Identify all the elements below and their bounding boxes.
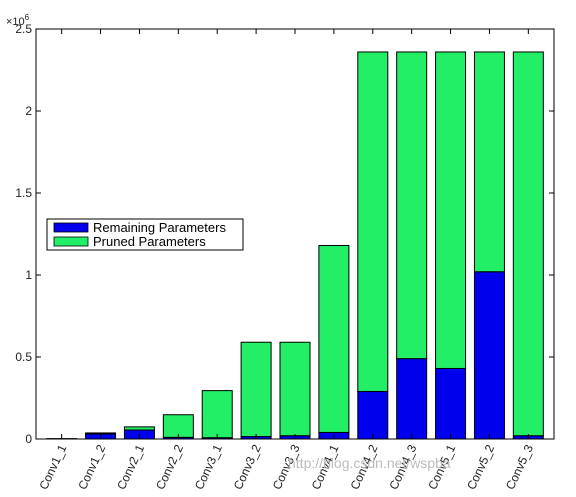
- bar-pruned-conv2_2: [162, 414, 194, 438]
- x-tick-label: Conv2_2: [153, 442, 186, 492]
- x-tick-label: Conv2_1: [114, 442, 147, 492]
- bar-pruned-conv3_1: [201, 390, 233, 439]
- y-exponent-label: ×106: [6, 13, 30, 28]
- bar-remaining-conv5_2: [473, 271, 505, 440]
- bar-pruned-conv2_1: [123, 426, 155, 431]
- legend: Remaining Parameters Pruned Parameters: [46, 218, 244, 251]
- bar-remaining-conv4_2: [357, 390, 389, 440]
- y-tick-label: 1: [25, 268, 32, 282]
- y-tick-label: 0.5: [15, 350, 32, 364]
- x-tick-label: Conv5_3: [503, 442, 536, 492]
- bar-pruned-conv4_3: [396, 51, 428, 360]
- bar-pruned-conv5_1: [435, 51, 467, 369]
- bar-pruned-conv4_2: [357, 51, 389, 392]
- y-axis: 0 0.5 1 1.5 2 2.5: [15, 22, 554, 446]
- bar-pruned-conv3_3: [279, 341, 311, 437]
- x-tick-label: Conv1_1: [36, 442, 69, 492]
- bars-group: [46, 51, 544, 440]
- bar-pruned-conv5_2: [473, 51, 505, 273]
- legend-swatch-remaining: [53, 222, 89, 233]
- x-tick-label: Conv3_2: [231, 442, 264, 492]
- bar-remaining-conv4_3: [396, 358, 428, 440]
- legend-swatch-pruned: [53, 236, 89, 247]
- bar-pruned-conv4_1: [318, 244, 350, 433]
- bar-pruned-conv1_2: [85, 432, 117, 435]
- watermark: http://blog.csdn.net/wspba: [288, 455, 451, 471]
- bar-pruned-conv3_2: [240, 341, 272, 438]
- bar-pruned-conv5_3: [512, 51, 544, 437]
- y-tick-label: 2: [25, 104, 32, 118]
- legend-label-remaining: Remaining Parameters: [93, 220, 226, 235]
- y-tick-label: 0: [25, 432, 32, 446]
- x-tick-label: Conv5_2: [464, 442, 497, 492]
- x-tick-label: Conv3_1: [192, 442, 225, 492]
- bar-remaining-conv5_1: [435, 367, 467, 440]
- y-tick-label: 1.5: [15, 186, 32, 200]
- x-tick-label: Conv1_2: [75, 442, 108, 492]
- y-exponent-power: 6: [25, 13, 30, 22]
- legend-label-pruned: Pruned Parameters: [93, 234, 206, 249]
- y-tick-label: 2.5: [15, 22, 32, 36]
